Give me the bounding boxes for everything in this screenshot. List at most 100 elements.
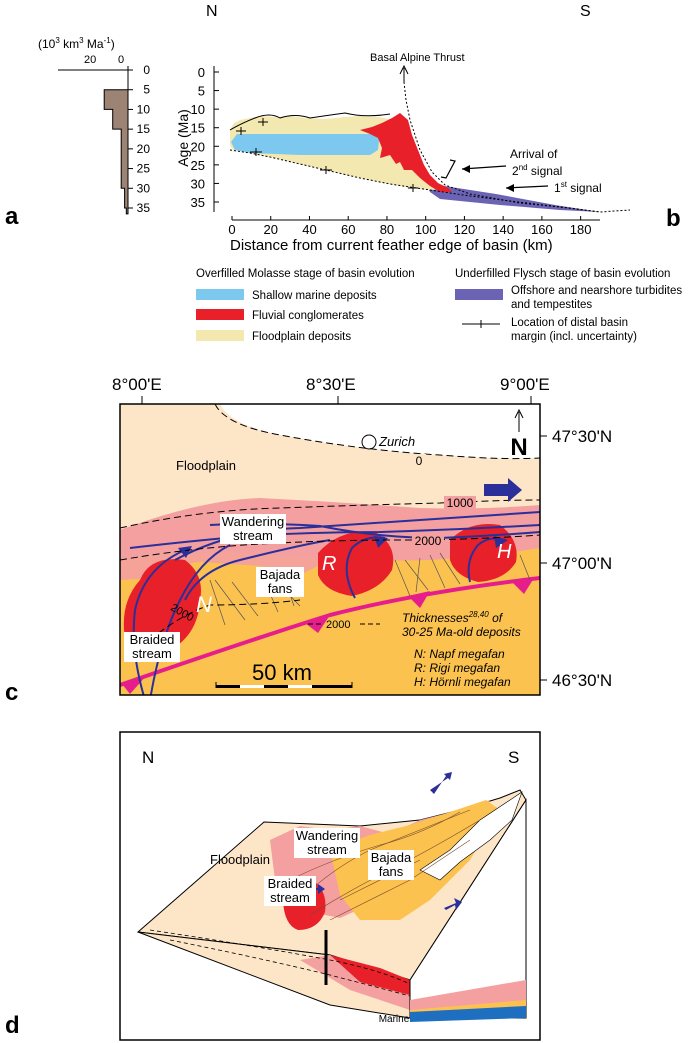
panel-b-ytick-label: 30: [191, 176, 205, 191]
north-arrow: N: [510, 408, 528, 461]
panel-a-histogram: [103, 70, 129, 215]
key-hornli: H: Hörnli megafan: [414, 675, 511, 689]
legend-marine: Shallow marine deposits: [252, 290, 377, 302]
panel-d: N S: [5, 731, 541, 1041]
panel-b-ytick-label: 0: [198, 65, 205, 80]
panel-a-ytick-label: 20: [137, 142, 151, 156]
legend-margin-line1: Location of distal basin: [511, 317, 628, 329]
panel-b-xtick-label: 60: [341, 222, 355, 237]
panel-b-xtick-label: 100: [415, 222, 437, 237]
legend-swatch-floodplain: [196, 330, 244, 341]
legend-swatch-fluvial: [196, 309, 244, 320]
lat-label-46-30: 46°30'N: [552, 671, 612, 690]
panel-a-unit-label: (103 km3 Ma-1): [38, 36, 115, 51]
contour-2000-label-c: 2000: [326, 619, 350, 631]
legend: Overfilled Molasse stage of basin evolut…: [196, 268, 682, 343]
panel-b: N S Basal Alpine Thrust Age (Ma): [175, 3, 681, 254]
lat-label-47-00: 47°00'N: [552, 554, 612, 573]
panel-a-ytick-label: 30: [137, 181, 151, 195]
bajada-label-line1: Bajada: [260, 567, 301, 582]
stream-arrowheads: [178, 536, 508, 558]
fan-label-h: H: [497, 541, 512, 563]
contour-1000-label: 1000: [447, 496, 474, 510]
panel-a-xtick-0: 0: [118, 54, 124, 66]
panel-b-xtick-label: 80: [380, 222, 394, 237]
mountain-front: [419, 791, 523, 881]
panel-b-xtick-label: 20: [264, 222, 278, 237]
panel-b-yticks: 0 5 10 15 20 25 30 35: [191, 65, 219, 210]
bajada-label-line2: fans: [268, 581, 293, 596]
d-bajada-box: [368, 850, 414, 880]
d-wandering-line1: Wandering: [296, 828, 358, 843]
lon-label-8-30: 8°30'E: [306, 375, 356, 394]
margin-markers: [236, 118, 418, 192]
panel-b-ytick-label: 10: [191, 102, 205, 117]
panel-b-xtick-label: 40: [302, 222, 316, 237]
flow-direction-arrow: [484, 478, 522, 502]
thickness-contours: [120, 404, 540, 641]
floodplain-label: Floodplain: [176, 458, 236, 473]
panel-b-xticks: 0 20 40 60 80 100 120 140 160 180: [228, 216, 591, 237]
braided-label-line2: stream: [132, 646, 172, 661]
wandering-label-line1: Wandering: [222, 514, 284, 529]
north-arrow-label: N: [510, 434, 527, 461]
panel-letter-b: b: [666, 205, 681, 232]
lat-label-47-30: 47°30'N: [552, 427, 612, 446]
panel-a: (103 km3 Ma-1) 20 0 0 5 10 15 20 25 30 35 a: [5, 36, 150, 230]
thickness-note-line1: Thicknesses28,40 of: [402, 610, 504, 625]
panel-b-xtick-label: 160: [531, 222, 553, 237]
panel-a-ytick-label: 0: [143, 63, 150, 77]
d-wandering-box: [294, 828, 360, 858]
panel-a-ytick-label: 15: [137, 122, 151, 136]
legend-flysch-line2: and tempestites: [511, 299, 592, 311]
braided-label-box: [124, 632, 180, 662]
key-napf: N: Napf megafan: [414, 647, 505, 661]
legend-fluvial: Fluvial conglomerates: [252, 310, 364, 322]
panel-c-frame: [119, 403, 541, 696]
d-braided-line2: stream: [270, 890, 310, 905]
legend-flysch-line1: Offshore and nearshore turbidites: [511, 285, 682, 297]
first-signal-label: 1st signal: [554, 180, 602, 195]
fan-label-n: N: [196, 592, 212, 617]
lon-label-9-00: 9°00'E: [500, 375, 550, 394]
d-floodplain-label: Floodplain: [210, 852, 270, 867]
zurich-marker: [361, 434, 377, 450]
napf-megafan: [123, 559, 201, 656]
bajada-fans-zone: [120, 548, 540, 695]
legend-underfilled-title: Underfilled Flysch stage of basin evolut…: [455, 268, 670, 280]
basin-fill-diagram: [229, 64, 631, 213]
bajada-fans-surface: [330, 800, 500, 920]
d-bajada-line2: fans: [379, 864, 404, 879]
braided-label-line1: Braided: [130, 632, 175, 647]
flysch-deposits: [425, 183, 600, 212]
legend-swatch-flysch: [455, 289, 503, 300]
thickness-note-line2: 30-25 Ma-old deposits: [402, 625, 521, 639]
panel-a-ytick-label: 25: [137, 162, 151, 176]
city-zurich: Zurich: [378, 434, 415, 449]
panel-a-yticks: 0 5 10 15 20 25 30 35: [128, 63, 150, 215]
panel-d-north: N: [142, 748, 154, 767]
panel-a-ytick-label: 5: [143, 83, 150, 97]
d-marine-label: Marine: [379, 1014, 410, 1025]
panel-b-xlabel: Distance from current feather edge of ba…: [230, 237, 553, 254]
wandering-label-box: [220, 514, 286, 544]
panel-a-xtick-20: 20: [84, 54, 96, 66]
contour-0-label: 0: [416, 454, 423, 468]
wandering-label-line2: stream: [233, 528, 273, 543]
fan-label-r: R: [322, 553, 336, 575]
front-face-strata: [149, 929, 411, 997]
panel-letter-c: c: [5, 679, 18, 706]
arrival-label-line1: Arrival of: [510, 147, 558, 161]
d-bajada-line1: Bajada: [371, 850, 412, 865]
histogram-area: [103, 70, 129, 215]
legend-swatch-marine: [196, 289, 244, 300]
lon-label-8-00: 8°00'E: [112, 375, 162, 394]
panel-a-ytick-label: 10: [137, 102, 151, 116]
key-rigi: R: Rigi megafan: [414, 661, 500, 675]
panel-letter-a: a: [5, 203, 19, 230]
legend-floodplain: Floodplain deposits: [252, 331, 351, 343]
panel-b-xtick-label: 140: [492, 222, 514, 237]
panel-b-ytick-label: 25: [191, 158, 205, 173]
thrust-trace: [403, 81, 601, 213]
